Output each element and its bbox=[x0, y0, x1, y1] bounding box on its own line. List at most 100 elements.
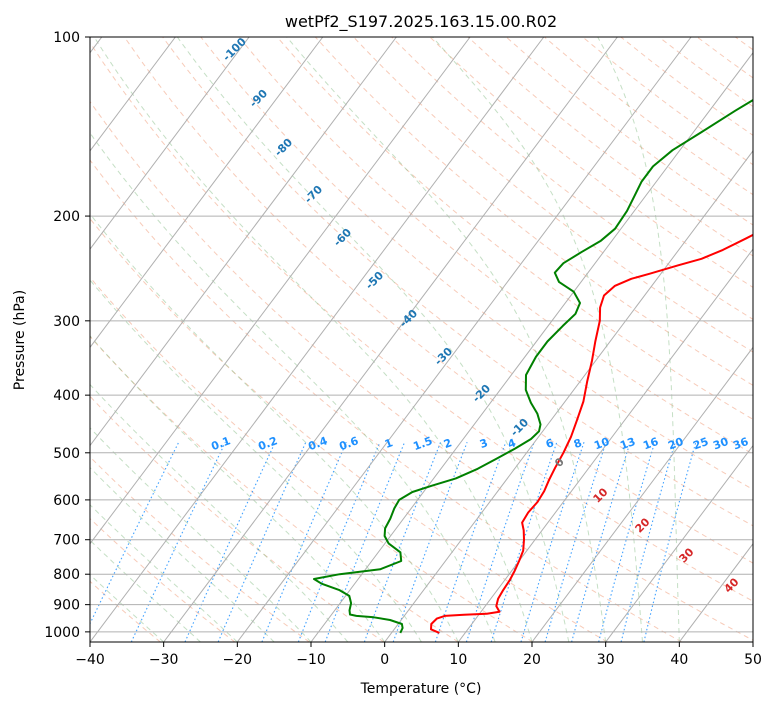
mixing-ratio-label: 16 bbox=[641, 435, 660, 453]
dry-adiabat-line bbox=[90, 335, 459, 642]
moist-adiabat-label: 40 bbox=[722, 575, 742, 595]
mixing-ratio-label: 0.2 bbox=[256, 434, 279, 453]
mixing-ratio-label: 8 bbox=[572, 436, 584, 451]
dry-adiabat-label: -20 bbox=[470, 382, 493, 405]
dry-adiabat-line bbox=[353, 37, 753, 353]
mixing-ratio-label: 1.5 bbox=[411, 434, 434, 453]
mixing-ratio-line bbox=[520, 442, 585, 642]
isotherm-line bbox=[90, 37, 176, 152]
mixing-ratio-label: 13 bbox=[618, 435, 637, 452]
background-lines bbox=[90, 37, 753, 642]
dry-adiabat-line bbox=[90, 159, 683, 642]
dry-adiabat-line bbox=[123, 37, 753, 564]
x-tick-label: 0 bbox=[380, 652, 389, 668]
x-tick-label: −30 bbox=[149, 652, 179, 668]
y-tick-label: 800 bbox=[53, 567, 80, 583]
dry-adiabat-line bbox=[90, 217, 608, 642]
dry-adiabat-line bbox=[90, 517, 236, 642]
moist-adiabat-line bbox=[90, 383, 349, 642]
mixing-ratio-line bbox=[598, 442, 656, 642]
mixing-ratio-line bbox=[130, 441, 226, 642]
x-tick-label: 10 bbox=[449, 652, 467, 668]
dry-adiabat-label: -10 bbox=[508, 416, 531, 439]
y-tick-label: 300 bbox=[53, 314, 80, 330]
grid-lines bbox=[90, 37, 753, 642]
isotherm-line bbox=[236, 37, 692, 642]
x-tick-label: 50 bbox=[744, 652, 762, 668]
mixing-ratio-label: 0.4 bbox=[306, 434, 329, 453]
dry-adiabat-line bbox=[467, 37, 753, 257]
dry-adiabat-label: -30 bbox=[432, 345, 455, 368]
dry-adiabat-line bbox=[90, 276, 534, 642]
dry-adiabat-label: -80 bbox=[272, 136, 295, 159]
dry-adiabat-line bbox=[90, 100, 753, 641]
moist-adiabat-line bbox=[90, 132, 496, 642]
isotherm-line bbox=[531, 346, 753, 642]
moist-adiabat-line bbox=[90, 279, 422, 642]
dry-adiabat-line bbox=[162, 37, 753, 527]
mixing-ratio-line bbox=[297, 441, 381, 642]
mixing-ratio-line bbox=[643, 442, 697, 642]
dry-adiabat-line bbox=[314, 37, 753, 386]
dry-adiabat-line bbox=[90, 395, 385, 642]
moist-adiabat-line bbox=[90, 539, 201, 642]
mixing-ratio-line bbox=[363, 442, 442, 642]
y-tick-label: 900 bbox=[53, 598, 80, 614]
mixing-ratio-label: 30 bbox=[711, 435, 730, 453]
moist-adiabat-line bbox=[90, 504, 238, 642]
isotherm-line bbox=[457, 248, 753, 642]
mixing-ratio-label: 36 bbox=[731, 435, 750, 453]
dry-adiabat-line bbox=[200, 37, 753, 491]
isotherm-line bbox=[90, 37, 324, 349]
dry-adiabat-line bbox=[391, 37, 753, 320]
y-axis-label: Pressure (hPa) bbox=[12, 290, 28, 390]
mixing-ratio-label: 10 bbox=[592, 435, 611, 453]
x-tick-label: 40 bbox=[670, 652, 688, 668]
plot-frame bbox=[89, 36, 754, 643]
mixing-ratio-line bbox=[392, 442, 468, 642]
dry-adiabat-line bbox=[90, 580, 161, 642]
mixing-ratio-label: 1 bbox=[383, 436, 395, 451]
y-tick-label: 400 bbox=[53, 388, 80, 404]
line-labels: -100-90-80-70-60-50-40-30-20-10010203040… bbox=[209, 35, 750, 596]
dry-adiabat-label: -100 bbox=[220, 35, 249, 64]
dry-adiabat-line bbox=[238, 37, 753, 455]
y-tick-label: 600 bbox=[53, 493, 80, 509]
isotherm-line bbox=[90, 37, 250, 250]
dewpoint-line bbox=[313, 98, 753, 634]
y-tick-label: 200 bbox=[53, 209, 80, 225]
dry-adiabat-line bbox=[90, 456, 310, 642]
y-tick-label: 1000 bbox=[44, 625, 80, 641]
x-tick-label: −20 bbox=[223, 652, 253, 668]
moist-adiabat-line bbox=[90, 213, 459, 642]
mixing-ratio-label: 0.1 bbox=[209, 434, 232, 453]
mixing-ratio-line bbox=[465, 442, 535, 642]
moist-adiabat-label: 30 bbox=[677, 545, 697, 565]
dry-adiabat-label: -70 bbox=[302, 183, 325, 206]
mixing-ratio-label: 4 bbox=[506, 436, 518, 451]
x-axis: −40 −30 −20 −10 0 10 20 30 40 50 bbox=[75, 642, 762, 668]
mixing-ratio-line bbox=[490, 442, 558, 642]
x-tick-label: −10 bbox=[296, 652, 326, 668]
isotherm-line bbox=[605, 444, 753, 642]
isotherm-line bbox=[752, 641, 753, 642]
y-tick-label: 700 bbox=[53, 533, 80, 549]
dry-adiabat-line bbox=[429, 37, 753, 288]
isotherm-line bbox=[678, 542, 753, 642]
mixing-ratio-label: 0.6 bbox=[337, 434, 360, 453]
x-tick-label: −40 bbox=[75, 652, 105, 668]
mixing-ratio-label: 25 bbox=[691, 435, 710, 452]
mixing-ratio-line bbox=[544, 442, 607, 642]
mixing-ratio-label: 20 bbox=[666, 435, 685, 453]
x-axis-label: Temperature (°C) bbox=[360, 681, 482, 697]
y-axis: 100 200 300 400 500 600 700 800 900 1000 bbox=[44, 30, 90, 641]
isotherm-line bbox=[90, 37, 471, 545]
temperature-line bbox=[430, 233, 753, 634]
moist-adiabat-line bbox=[90, 466, 275, 642]
mixing-ratio-line bbox=[184, 441, 276, 642]
mixing-ratio-label: 3 bbox=[478, 436, 490, 451]
isotherm-line bbox=[384, 150, 753, 642]
mixing-ratio-line bbox=[620, 442, 676, 642]
moist-adiabat-line bbox=[286, 37, 607, 642]
